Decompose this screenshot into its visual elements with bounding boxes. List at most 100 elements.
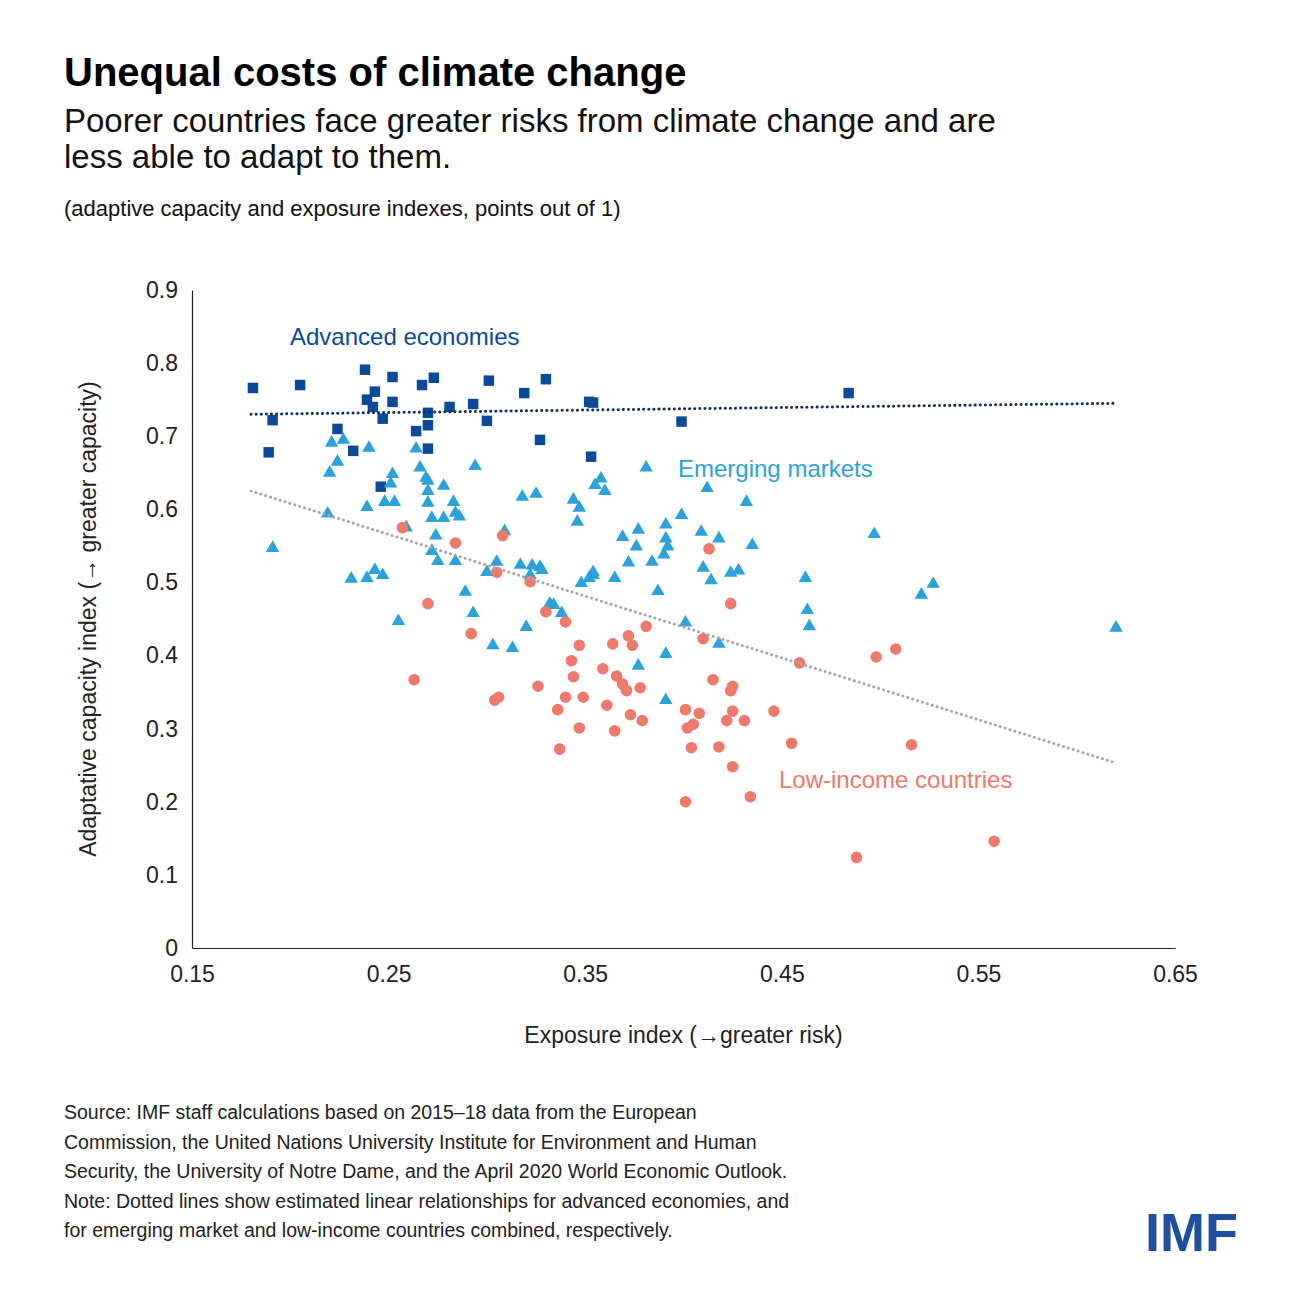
plot-area [248,364,1123,863]
point [1109,620,1122,632]
point [423,420,433,430]
point [387,372,397,382]
point [588,397,598,407]
x-tick-label: 0.25 [367,961,412,987]
point [890,643,902,655]
point [659,517,672,529]
y-tick-label: 0.1 [146,862,178,888]
point [323,465,336,477]
point [574,722,586,734]
point [597,663,609,675]
point [707,674,719,686]
point [466,605,479,617]
point [594,471,607,483]
point [376,567,389,579]
point [739,715,751,727]
point [506,640,519,652]
logo: IMF [1145,1202,1238,1262]
point [630,539,643,551]
point [680,704,692,716]
point [468,458,481,470]
point [988,835,1000,847]
point [337,432,350,444]
y-tick-label: 0.7 [146,423,178,449]
point [632,658,645,670]
point [486,638,499,650]
point [616,529,629,541]
y-axis-title: Adaptative capacity index (→ greater cap… [75,381,101,857]
point [712,531,725,543]
point [598,483,611,495]
trend-line [251,403,1116,414]
point [493,691,505,703]
point [397,522,409,534]
y-tick: 0 [165,935,192,961]
y-tick: 0.7 [146,423,192,449]
y-tick-label: 0.2 [146,789,178,815]
point [679,615,692,627]
point [586,451,596,461]
point [693,708,705,720]
y-tick-label: 0.3 [146,716,178,742]
point [867,526,880,538]
point [409,441,422,453]
point [746,537,759,549]
y-axis: 00.10.20.30.40.50.60.70.80.9 [146,277,192,961]
point [408,674,420,686]
point [870,651,882,663]
y-tick-label: 0.9 [146,277,178,303]
subtitle: less able to adapt to them. [64,138,451,175]
point [360,499,373,511]
point [639,460,652,472]
x-tick-label: 0.55 [957,961,1002,987]
point [694,524,707,536]
x-axis: 0.150.250.350.450.550.65 [170,948,1198,987]
point [325,435,338,447]
point [607,638,619,650]
point [696,560,709,572]
x-tick-label: 0.15 [170,961,215,987]
y-axis-line [192,291,193,949]
point [843,388,853,398]
point [386,466,399,478]
point [332,424,342,434]
point [554,743,566,755]
x-axis-line [193,948,1176,949]
y-tick-label: 0.8 [146,350,178,376]
point [484,375,494,385]
point [659,692,672,704]
source: Note: Dotted lines show estimated linear… [64,1190,789,1212]
point [768,705,780,717]
point [686,742,698,754]
point [906,739,918,751]
point [926,576,939,588]
point [535,435,545,445]
y-tick: 0.2 [146,789,192,815]
point [704,573,717,585]
point [331,454,344,466]
point [659,531,672,543]
point [368,402,378,412]
point [392,613,405,625]
y-tick-label: 0.5 [146,569,178,595]
point [632,522,645,534]
x-tick: 0.25 [367,948,412,987]
point [560,616,572,628]
subtitle: Poorer countries face greater risks from… [64,102,996,139]
point [541,374,551,384]
point [519,388,529,398]
y-tick: 0.9 [146,277,192,303]
point [680,796,692,808]
point [566,655,578,667]
point [560,691,572,703]
point [263,447,273,457]
point [799,570,812,582]
point [745,791,757,803]
x-tick: 0.35 [563,948,608,987]
point [482,416,492,426]
y-tick: 0.3 [146,716,192,742]
y-tick: 0.4 [146,642,192,668]
point [362,440,375,452]
point [535,562,548,574]
series-label: Low-income countries [779,766,1012,793]
